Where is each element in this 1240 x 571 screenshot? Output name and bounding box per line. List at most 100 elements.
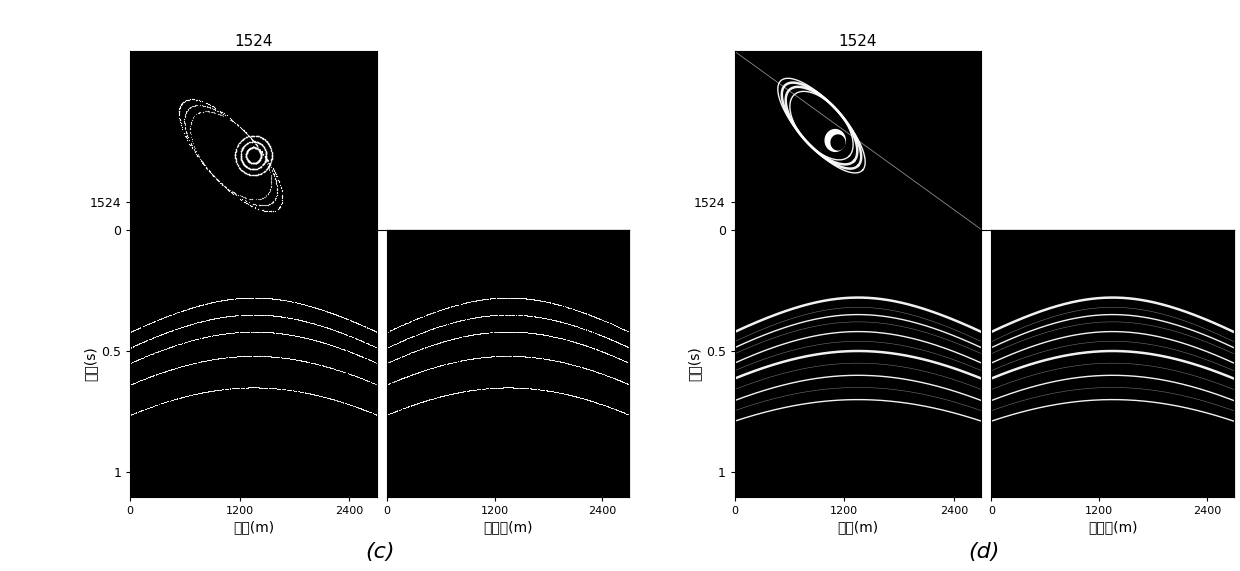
- Point: [582, 311, 601, 320]
- Point: [161, 342, 181, 351]
- Point: [263, 197, 283, 206]
- Point: [263, 163, 283, 172]
- Point: [562, 391, 582, 400]
- Point: [250, 150, 270, 159]
- Point: [300, 301, 320, 311]
- Point: [234, 383, 254, 392]
- Point: [268, 384, 288, 393]
- Point: [233, 293, 253, 303]
- Point: [311, 392, 331, 401]
- Point: [255, 136, 275, 145]
- Point: [439, 303, 459, 312]
- Point: [267, 328, 286, 337]
- Point: [527, 312, 547, 321]
- Point: [237, 148, 257, 157]
- Point: [262, 149, 281, 158]
- Point: [583, 328, 603, 337]
- Point: [208, 385, 228, 395]
- Point: [249, 156, 269, 166]
- Point: [145, 401, 165, 410]
- Point: [154, 329, 174, 338]
- Point: [567, 321, 587, 331]
- Point: [262, 328, 281, 337]
- Point: [537, 386, 557, 395]
- Point: [378, 380, 398, 389]
- Point: [608, 375, 627, 384]
- Point: [515, 328, 534, 337]
- Point: [331, 367, 351, 376]
- Point: [523, 295, 543, 304]
- Point: [489, 310, 508, 319]
- Point: [196, 299, 216, 308]
- Point: [389, 375, 409, 384]
- Point: [422, 364, 441, 373]
- Point: [177, 360, 197, 369]
- Point: [616, 409, 636, 418]
- Point: [331, 344, 351, 353]
- Point: [231, 191, 250, 200]
- Point: [232, 327, 252, 336]
- Point: [131, 375, 151, 384]
- Point: [134, 375, 154, 384]
- Point: [575, 341, 595, 350]
- Point: [277, 313, 296, 322]
- Point: [148, 331, 167, 340]
- Point: [533, 385, 553, 395]
- Point: [309, 304, 329, 313]
- Point: [237, 139, 257, 148]
- Point: [289, 332, 309, 341]
- Point: [458, 331, 477, 340]
- Point: [516, 328, 536, 337]
- Point: [237, 154, 257, 163]
- Point: [218, 328, 238, 337]
- Point: [448, 333, 467, 343]
- Point: [474, 352, 494, 361]
- Point: [229, 163, 249, 172]
- Point: [253, 160, 273, 169]
- Point: [226, 328, 246, 337]
- Point: [410, 398, 430, 407]
- Point: [224, 311, 244, 320]
- Point: [358, 407, 378, 416]
- Point: [179, 360, 198, 369]
- Point: [172, 98, 192, 107]
- Point: [300, 334, 320, 343]
- Point: [525, 384, 544, 393]
- Point: [244, 159, 264, 168]
- Point: [521, 311, 541, 320]
- Point: [208, 176, 228, 186]
- Point: [215, 111, 234, 120]
- Point: [298, 357, 317, 367]
- Point: [363, 409, 383, 418]
- Point: [588, 345, 608, 355]
- Point: [361, 325, 381, 334]
- Point: [234, 352, 254, 361]
- Point: [461, 331, 481, 340]
- Point: [248, 138, 268, 147]
- Point: [615, 378, 635, 387]
- Point: [288, 299, 308, 308]
- Point: [595, 348, 615, 357]
- Point: [326, 310, 346, 319]
- Point: [179, 391, 198, 400]
- Point: [533, 354, 553, 363]
- Point: [176, 321, 196, 330]
- Point: [277, 329, 296, 339]
- Point: [250, 148, 270, 158]
- Point: [208, 330, 228, 339]
- Point: [396, 403, 415, 412]
- Point: [348, 351, 368, 360]
- Point: [513, 293, 533, 303]
- Point: [343, 317, 363, 326]
- Point: [226, 156, 246, 165]
- Point: [539, 355, 559, 364]
- Point: [345, 402, 365, 411]
- Point: [150, 315, 170, 324]
- Point: [332, 344, 352, 353]
- Point: [249, 156, 269, 165]
- Point: [536, 331, 556, 340]
- Point: [171, 120, 191, 130]
- Point: [252, 383, 272, 392]
- Point: [477, 311, 497, 320]
- Point: [568, 338, 588, 347]
